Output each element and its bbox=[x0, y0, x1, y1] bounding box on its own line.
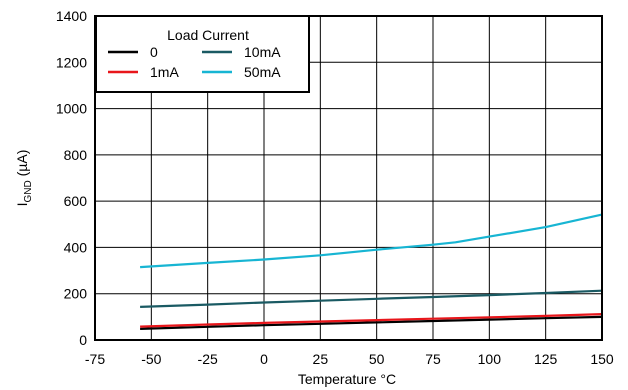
legend-label-1mA: 1mA bbox=[150, 64, 179, 80]
y-tick-label: 0 bbox=[79, 332, 87, 348]
series-line-0 bbox=[140, 315, 603, 330]
legend-label-0: 0 bbox=[150, 44, 158, 60]
legend-box bbox=[95, 15, 310, 93]
legend: Load Current 0 1mA 10mA 50mA bbox=[95, 15, 310, 93]
legend-items: 0 1mA 10mA 50mA bbox=[108, 44, 281, 80]
series-line-1mA bbox=[140, 313, 603, 328]
x-tick-label: 100 bbox=[478, 351, 502, 367]
legend-label-10mA: 10mA bbox=[244, 44, 281, 60]
legend-title: Load Current bbox=[167, 27, 249, 43]
y-axis-label-sub: GND bbox=[23, 180, 34, 202]
y-axis-label: IGND (µA) bbox=[14, 150, 34, 207]
x-tick-label: 125 bbox=[534, 351, 558, 367]
plot-frame bbox=[94, 15, 603, 341]
x-axis-label: Temperature °C bbox=[298, 371, 396, 387]
series-line-10mA bbox=[140, 289, 603, 308]
y-tick-labels: 0 200 400 600 800 1000 1200 1400 bbox=[56, 8, 87, 348]
y-tick-label: 1400 bbox=[56, 8, 87, 24]
x-tick-label: 50 bbox=[369, 351, 385, 367]
y-tick-label: 1200 bbox=[56, 54, 87, 70]
x-tick-label: 0 bbox=[260, 351, 268, 367]
x-tick-label: -75 bbox=[85, 351, 105, 367]
series-group bbox=[140, 213, 603, 330]
y-tick-label: 400 bbox=[64, 239, 88, 255]
x-tick-label: 150 bbox=[590, 351, 614, 367]
y-tick-label: 800 bbox=[64, 147, 88, 163]
y-tick-label: 1000 bbox=[56, 101, 87, 117]
y-axis-label-main: I bbox=[14, 202, 30, 206]
y-tick-label: 600 bbox=[64, 193, 88, 209]
legend-label-50mA: 50mA bbox=[244, 64, 281, 80]
series-line-50mA bbox=[140, 213, 603, 269]
x-tick-label: 75 bbox=[425, 351, 441, 367]
x-tick-label: 25 bbox=[313, 351, 329, 367]
x-tick-labels: -75 -50 -25 0 25 50 75 100 125 150 bbox=[85, 351, 614, 367]
x-tick-label: -50 bbox=[141, 351, 161, 367]
y-axis-label-unit: (µA) bbox=[14, 150, 30, 181]
y-tick-label: 200 bbox=[64, 286, 88, 302]
x-tick-label: -25 bbox=[198, 351, 218, 367]
